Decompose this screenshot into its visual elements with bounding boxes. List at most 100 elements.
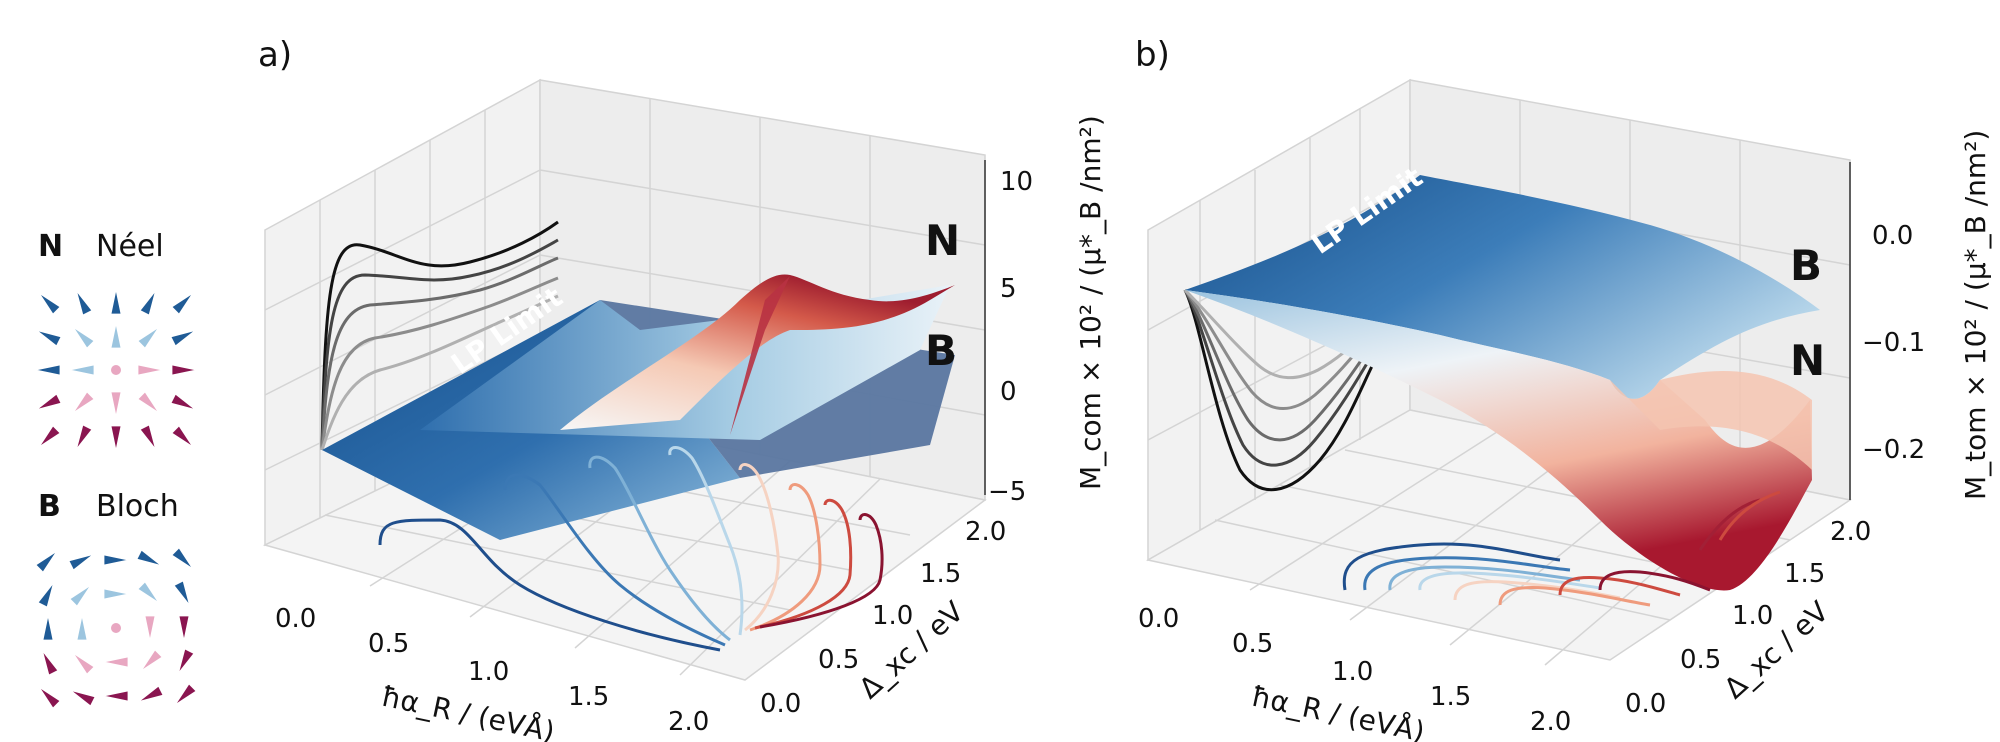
skyrmion-arrow — [35, 551, 57, 573]
panel-b-surface — [1185, 175, 1820, 591]
panel-b-yticks-1: 0.5 — [1680, 645, 1721, 675]
skyrmion-arrow — [171, 425, 193, 447]
skyrmion-arrow — [42, 615, 54, 641]
panel-b-xlabel: ħα_R / (eVÅ) — [1249, 679, 1428, 742]
panel-b-yticks-0: 0.0 — [1625, 689, 1666, 719]
skyrmion-arrow — [71, 690, 96, 707]
panel-b-zlabel: M_tom × 10² / (μ*_B /nm²) — [1959, 130, 1992, 500]
panel-a-zticks-1: 5 — [1000, 274, 1017, 304]
panel-a-yticks-1: 0.5 — [818, 645, 859, 675]
skyrmion-legend: N Néel B Bloch — [35, 229, 197, 709]
panel-a-yticks-4: 2.0 — [965, 517, 1006, 547]
skyrmion-arrow — [110, 323, 122, 349]
panel-a-xticks-4: 2.0 — [668, 707, 709, 737]
skyrmion-arrow — [178, 615, 190, 641]
panel-b-floor-curves — [1342, 490, 1781, 607]
skyrmion-arrow — [171, 547, 193, 569]
skyrmion-core-dot — [111, 365, 121, 375]
panel-b-zticks-2: −0.2 — [1862, 435, 1925, 465]
skyrmion-arrow — [69, 364, 95, 376]
skyrmion-arrow — [76, 424, 93, 449]
skyrmion-arrow — [76, 615, 88, 641]
panel-b-yticks-3: 1.5 — [1784, 559, 1825, 589]
skyrmion-arrow — [103, 588, 129, 600]
skyrmion-arrow — [110, 425, 122, 451]
skyrmion-arrow — [137, 391, 159, 413]
skyrmion-arrow — [175, 683, 197, 705]
panel-b-xticks-2: 1.0 — [1332, 657, 1373, 687]
panel-a-surface — [322, 274, 955, 540]
skyrmion-arrow — [37, 583, 54, 608]
skyrmion-arrow — [110, 391, 122, 417]
panel-a-zlabel: M_com × 10² / (μ*_B /nm²) — [1074, 115, 1107, 490]
neel-skyrmion-arrows — [35, 289, 197, 451]
skyrmion-arrow — [139, 291, 156, 316]
skyrmion-arrow — [139, 424, 156, 449]
skyrmion-arrow — [137, 581, 159, 603]
neel-letter: N — [38, 229, 63, 264]
skyrmion-arrow — [37, 393, 62, 410]
skyrmion-arrow — [171, 364, 197, 376]
skyrmion-arrow — [170, 330, 195, 347]
skyrmion-arrow — [103, 690, 129, 702]
bloch-label: Bloch — [96, 489, 179, 524]
panel-a: a) — [258, 35, 1107, 742]
panel-a-zticks-0: 10 — [1000, 167, 1033, 197]
skyrmion-arrow — [170, 393, 195, 410]
panel-a-xticks-1: 0.5 — [368, 629, 409, 659]
panel-a-wall-curves — [320, 220, 559, 451]
panel-a-label: a) — [258, 35, 292, 75]
panel-a-xticks-3: 1.5 — [568, 682, 609, 712]
skyrmion-arrow — [178, 648, 195, 673]
panel-b-valley-surface — [1185, 290, 1812, 591]
panel-a-yticks-3: 1.5 — [920, 559, 961, 589]
skyrmion-arrow — [35, 364, 61, 376]
panel-a-peak-surface — [560, 274, 955, 430]
skyrmion-arrow — [110, 289, 122, 315]
panel-a-n-label: N — [925, 216, 960, 265]
skyrmion-arrow — [76, 291, 93, 316]
skyrmion-arrow — [136, 549, 161, 566]
panel-b-b-label: B — [1790, 241, 1822, 290]
panel-b-lp-plane — [1185, 175, 1820, 399]
panel-a-zticks-3: −5 — [988, 477, 1026, 507]
panel-b: b) — [1135, 35, 1992, 742]
bloch-skyrmion-arrows — [35, 547, 197, 709]
skyrmion-arrow — [137, 327, 159, 349]
panel-b-xticks-0: 0.0 — [1138, 604, 1179, 634]
panel-b-zticks-0: 0.0 — [1872, 221, 1913, 251]
skyrmion-arrow — [173, 580, 190, 605]
skyrmion-core-dot — [111, 623, 121, 633]
skyrmion-arrow — [39, 293, 61, 315]
skyrmion-arrow — [69, 585, 91, 607]
panel-b-n-label: N — [1790, 336, 1825, 385]
panel-b-xticks-1: 0.5 — [1232, 629, 1273, 659]
skyrmion-arrow — [39, 687, 61, 709]
neel-label: Néel — [96, 229, 164, 264]
panel-a-xlabel: ħα_R / (eVÅ) — [379, 679, 558, 742]
skyrmion-arrow — [103, 554, 129, 566]
skyrmion-arrow — [73, 653, 95, 675]
skyrmion-arrow — [171, 293, 193, 315]
panel-a-b-label: B — [925, 326, 957, 375]
panel-a-yticks-0: 0.0 — [760, 689, 801, 719]
skyrmion-arrow — [144, 615, 156, 641]
bloch-letter: B — [38, 489, 61, 524]
skyrmion-arrow — [137, 364, 163, 376]
skyrmion-arrow — [37, 330, 62, 347]
panel-a-yticks-2: 1.0 — [872, 601, 913, 631]
panel-b-yticks-2: 1.0 — [1732, 601, 1773, 631]
panel-b-zticks-1: −0.1 — [1862, 328, 1925, 358]
skyrmion-arrow — [141, 649, 163, 671]
panel-a-zticks-2: 0 — [1000, 377, 1017, 407]
skyrmion-arrow — [42, 651, 59, 676]
panel-a-xticks-0: 0.0 — [275, 604, 316, 634]
panel-b-xticks-4: 2.0 — [1530, 707, 1571, 737]
skyrmion-arrow — [73, 391, 95, 413]
skyrmion-arrow — [39, 425, 61, 447]
skyrmion-arrow — [68, 554, 93, 571]
panel-b-xticks-3: 1.5 — [1430, 682, 1471, 712]
skyrmion-arrow — [103, 656, 129, 668]
skyrmion-arrow — [73, 327, 95, 349]
